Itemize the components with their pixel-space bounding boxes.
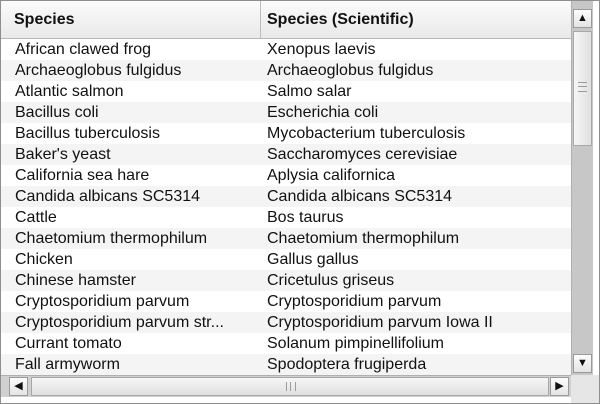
horizontal-scrollbar[interactable]: ◀ ▶: [1, 375, 571, 397]
cell-species: African clawed frog: [15, 41, 152, 58]
cell-species: Bacillus tuberculosis: [15, 125, 160, 142]
cell-species-scientific: Escherichia coli: [267, 104, 379, 121]
arrow-right-icon: ▶: [555, 380, 564, 392]
table-row[interactable]: Bacillus tuberculosis Mycobacterium tuber…: [1, 123, 571, 144]
scroll-right-button[interactable]: ▶: [550, 377, 569, 396]
grip-icon: [578, 82, 587, 92]
cell-species-scientific: Mycobacterium tuberculosis: [267, 125, 466, 142]
cell-species: Chicken: [15, 251, 73, 268]
table-row[interactable]: Baker's yeast Saccharomyces cerevisiae: [1, 144, 571, 165]
cell-species: California sea hare: [15, 167, 150, 184]
table-row[interactable]: Fall armyworm Spodoptera frugiperda: [1, 354, 571, 375]
scroll-left-button[interactable]: ◀: [9, 377, 28, 396]
scrollbar-corner: [571, 375, 599, 403]
cell-species: Cryptosporidium parvum str...: [15, 314, 224, 331]
table-row[interactable]: Chaetomium thermophilum Chaetomium thermo…: [1, 228, 571, 249]
table-row[interactable]: Bacillus coli Escherichia coli: [1, 102, 571, 123]
cell-species-scientific: Cricetulus griseus: [267, 272, 395, 289]
scroll-down-button[interactable]: ▼: [573, 354, 592, 373]
cell-species: Chaetomium thermophilum: [15, 230, 208, 247]
column-header-species[interactable]: Species: [1, 1, 261, 38]
vertical-scrollbar[interactable]: ▲ ▼: [571, 1, 593, 375]
grip-icon: [286, 382, 296, 391]
table-row[interactable]: Chinese hamster Cricetulus griseus: [1, 270, 571, 291]
horizontal-scroll-thumb[interactable]: [31, 377, 549, 396]
table-row[interactable]: Cattle Bos taurus: [1, 207, 571, 228]
cell-species: Currant tomato: [15, 335, 122, 352]
cell-species-scientific: Cryptosporidium parvum: [267, 293, 442, 310]
column-header-species-scientific[interactable]: Species (Scientific): [267, 11, 414, 28]
cell-species-scientific: Saccharomyces cerevisiae: [267, 146, 458, 163]
table-row[interactable]: African clawed frog Xenopus laevis: [1, 39, 571, 60]
arrow-left-icon: ◀: [14, 380, 23, 392]
cell-species-scientific: Cryptosporidium parvum Iowa II: [267, 314, 493, 331]
cell-species: Cryptosporidium parvum: [15, 293, 190, 310]
table-row[interactable]: Archaeoglobus fulgidus Archaeoglobus fulg…: [1, 60, 571, 81]
cell-species-scientific: Salmo salar: [267, 83, 352, 100]
cell-species-scientific: Bos taurus: [267, 209, 344, 226]
cell-species: Archaeoglobus fulgidus: [15, 62, 182, 79]
cell-species: Atlantic salmon: [15, 83, 124, 100]
table-row[interactable]: Currant tomato Solanum pimpinellifolium: [1, 333, 571, 354]
cell-species-scientific: Chaetomium thermophilum: [267, 230, 460, 247]
table-row[interactable]: Atlantic salmon Salmo salar: [1, 81, 571, 102]
cell-species-scientific: Xenopus laevis: [267, 41, 376, 58]
table-row[interactable]: California sea hare Aplysia californica: [1, 165, 571, 186]
cell-species-scientific: Gallus gallus: [267, 251, 359, 268]
cell-species-scientific: Solanum pimpinellifolium: [267, 335, 444, 352]
vertical-scroll-thumb[interactable]: [573, 31, 592, 146]
table-row[interactable]: Candida albicans SC5314 Candida albicans …: [1, 186, 571, 207]
cell-species-scientific: Candida albicans SC5314: [267, 188, 453, 205]
arrow-down-icon: ▼: [577, 357, 588, 369]
cell-species: Fall armyworm: [15, 356, 120, 373]
cell-species: Chinese hamster: [15, 272, 136, 289]
table-row[interactable]: Cryptosporidium parvum str... Cryptospori…: [1, 312, 571, 333]
cell-species: Bacillus coli: [15, 104, 99, 121]
table-row[interactable]: Cryptosporidium parvum Cryptosporidium pa…: [1, 291, 571, 312]
cell-species-scientific: Aplysia californica: [267, 167, 396, 184]
cell-species-scientific: Archaeoglobus fulgidus: [267, 62, 434, 79]
cell-species: Cattle: [15, 209, 57, 226]
scroll-up-button[interactable]: ▲: [573, 9, 592, 28]
cell-species: Baker's yeast: [15, 146, 111, 163]
cell-species: Candida albicans SC5314: [15, 188, 201, 205]
table-body: African clawed frog Xenopus laevis Archaeo…: [1, 39, 571, 375]
table-header: Species Species (Scientific): [1, 1, 571, 39]
table-row[interactable]: Chicken Gallus gallus: [1, 249, 571, 270]
arrow-up-icon: ▲: [577, 12, 588, 24]
cell-species-scientific: Spodoptera frugiperda: [267, 356, 427, 373]
